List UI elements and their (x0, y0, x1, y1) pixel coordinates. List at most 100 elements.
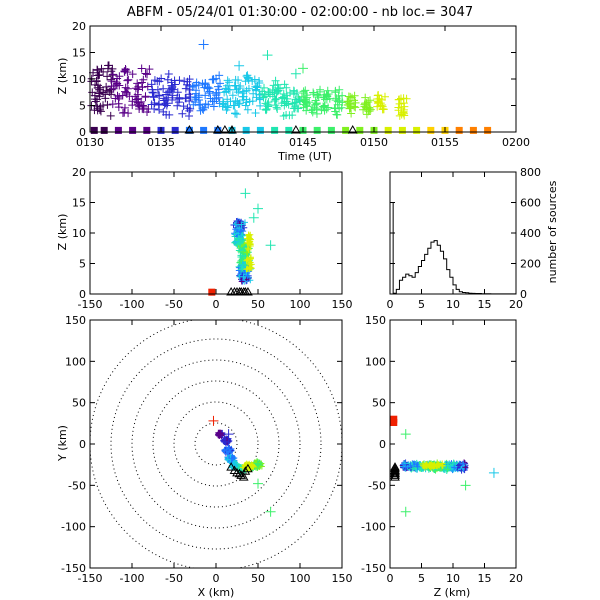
source-marker (232, 221, 239, 228)
source-marker (335, 85, 344, 94)
time-height-xlabel: Time (UT) (277, 150, 332, 163)
source-marker (185, 112, 194, 121)
source-marker (115, 81, 124, 90)
source-marker (246, 260, 253, 267)
source-marker (237, 254, 244, 261)
source-marker (90, 95, 99, 104)
source-marker (233, 97, 242, 106)
source-marker (273, 104, 282, 113)
source-marker (102, 82, 111, 91)
source-marker (92, 77, 101, 86)
source-marker (345, 104, 354, 113)
y-tick-label: -50 (368, 479, 386, 492)
source-marker (255, 461, 262, 468)
surface-source-marker (413, 126, 421, 134)
source-marker (244, 235, 251, 242)
source-marker (145, 65, 154, 74)
station-marker (390, 470, 400, 479)
outlier-marker (262, 50, 273, 61)
x-tick-label: 0 (213, 298, 220, 311)
outlier-marker (290, 68, 301, 79)
source-marker (399, 94, 408, 103)
y-tick-label: 600 (520, 197, 541, 210)
source-marker (149, 93, 158, 102)
source-marker (247, 259, 254, 266)
source-marker (163, 99, 172, 108)
surface-source-marker (469, 126, 477, 134)
x-tick-label: -50 (165, 572, 183, 585)
surface-source-marker (129, 126, 137, 134)
source-marker (121, 87, 130, 96)
surface-source-marker (427, 126, 435, 134)
source-marker (262, 105, 271, 114)
source-marker (142, 70, 151, 79)
source-marker (103, 72, 112, 81)
source-marker (271, 76, 280, 85)
outlier-marker (253, 478, 263, 489)
x-tick-label: 0145 (289, 136, 317, 149)
x-tick-label: 0150 (360, 136, 388, 149)
source-marker (242, 72, 251, 81)
source-marker (274, 83, 283, 92)
source-marker (173, 88, 182, 97)
source-marker (155, 105, 164, 114)
source-marker (200, 103, 209, 112)
source-marker (243, 257, 250, 264)
source-marker (132, 95, 141, 104)
chart-title: ABFM - 05/24/01 01:30:00 - 02:00:00 - nb… (127, 5, 473, 20)
source-marker (301, 95, 310, 104)
outlier-marker (265, 240, 276, 251)
plot-frame (89, 25, 517, 133)
source-marker (457, 461, 464, 468)
source-marker (175, 95, 184, 104)
source-marker (269, 81, 278, 90)
source-marker (331, 86, 340, 95)
source-marker (183, 77, 192, 86)
source-marker (256, 94, 265, 103)
source-marker (348, 93, 357, 102)
source-marker (139, 105, 148, 114)
source-marker (399, 109, 408, 118)
source-marker (312, 99, 321, 108)
y-tick-label: 50 (72, 397, 86, 410)
source-marker (232, 85, 241, 94)
source-marker (238, 278, 245, 285)
source-marker (293, 104, 302, 113)
surface-source-marker (390, 419, 398, 427)
x-tick-label: -50 (165, 298, 183, 311)
source-marker (150, 99, 159, 108)
station-marker (390, 472, 400, 481)
source-marker (121, 83, 130, 92)
y-tick-label: -150 (361, 562, 386, 575)
source-marker (120, 103, 129, 112)
y-tick-label: 10 (72, 73, 86, 86)
source-marker (247, 243, 254, 250)
source-marker (123, 76, 132, 85)
outlier-marker (253, 203, 263, 214)
outlier-marker (460, 480, 471, 491)
x-tick-label: 15 (478, 298, 492, 311)
x-height-panel: -150 -100 -50 0 50 100 150 0 5 10 15 20 (72, 166, 353, 311)
source-marker (268, 92, 277, 101)
x-tick-label: -100 (120, 572, 145, 585)
surface-source-marker (143, 126, 151, 134)
y-tick-label: 5 (79, 258, 86, 271)
surface-source-marker (100, 126, 108, 134)
range-ring (110, 338, 322, 550)
y-tick-label: 15 (72, 47, 86, 60)
x-tick-label: 0140 (218, 136, 246, 149)
surface-source-marker (256, 126, 264, 134)
source-marker (229, 455, 236, 462)
surface-source-marker (455, 126, 463, 134)
source-marker (120, 67, 129, 76)
source-marker (423, 463, 430, 470)
source-marker (239, 92, 248, 101)
source-marker (103, 100, 112, 109)
y-tick-label: -100 (61, 521, 86, 534)
source-marker (259, 93, 268, 102)
y-tick-label: 50 (372, 397, 386, 410)
y-tick-label: 150 (365, 314, 386, 327)
source-marker (365, 103, 374, 112)
outlier-marker (298, 63, 308, 74)
